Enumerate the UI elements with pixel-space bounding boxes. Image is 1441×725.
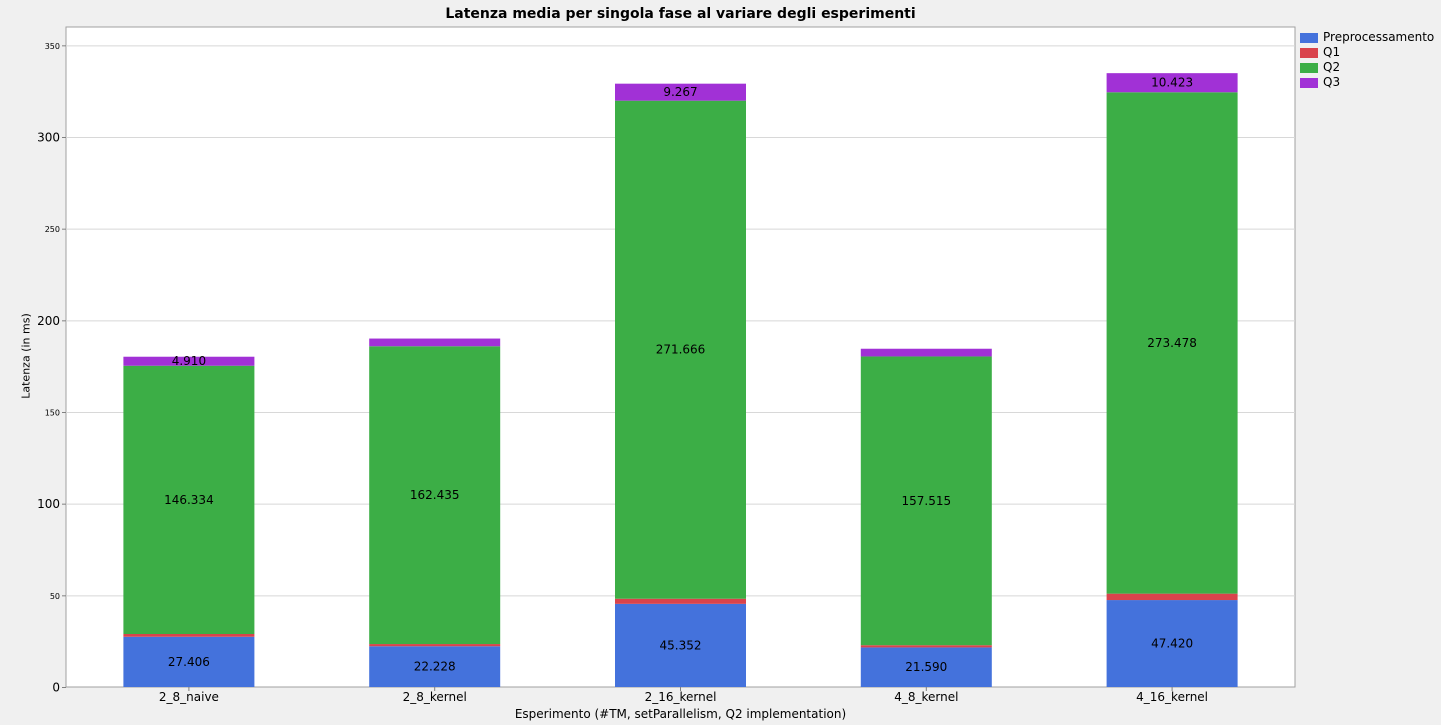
data-label: 45.352 bbox=[660, 638, 702, 652]
bar-segment bbox=[369, 346, 501, 645]
legend-item: Preprocessamento bbox=[1300, 30, 1434, 45]
bar-segment bbox=[369, 338, 501, 347]
data-label: 9.267 bbox=[663, 85, 697, 99]
bar-segment bbox=[1106, 593, 1238, 601]
legend-swatch bbox=[1300, 47, 1318, 58]
bar-segment bbox=[123, 634, 255, 637]
data-label: 10.423 bbox=[1151, 76, 1193, 90]
x-axis-label: Esperimento (#TM, setParallelism, Q2 imp… bbox=[514, 707, 847, 721]
bar-segment bbox=[860, 348, 992, 357]
y-tick-label: 300 bbox=[37, 131, 60, 145]
x-tick-label: 2_8_kernel bbox=[403, 690, 467, 704]
bar-segment bbox=[369, 646, 501, 687]
y-tick-label: 50 bbox=[50, 592, 60, 601]
bar-segment bbox=[615, 100, 746, 599]
data-label: 157.515 bbox=[901, 494, 951, 508]
bar-segment bbox=[1106, 92, 1238, 594]
bar-segment bbox=[123, 365, 255, 635]
legend-item: Q1 bbox=[1300, 45, 1434, 60]
legend-label: Q1 bbox=[1323, 45, 1341, 59]
data-label: 47.420 bbox=[1151, 637, 1193, 651]
data-label: 273.478 bbox=[1147, 336, 1197, 350]
data-label: 271.666 bbox=[656, 343, 706, 357]
bar-segment bbox=[123, 356, 255, 366]
bar-segment bbox=[123, 636, 255, 687]
x-tick-label: 4_16_kernel bbox=[1136, 690, 1208, 704]
bar-segment bbox=[1106, 73, 1238, 93]
y-tick-label: 0 bbox=[52, 681, 60, 695]
bar-segment bbox=[860, 645, 992, 648]
bar-segment bbox=[615, 598, 746, 604]
bar-segment bbox=[369, 644, 501, 647]
bar-segment bbox=[860, 356, 992, 646]
chart-title: Latenza media per singola fase al variar… bbox=[445, 6, 916, 22]
data-label: 21.590 bbox=[905, 660, 947, 674]
data-label: 162.435 bbox=[410, 488, 460, 502]
legend-item: Q2 bbox=[1300, 60, 1434, 75]
legend-item: Q3 bbox=[1300, 75, 1434, 90]
legend-label: Q3 bbox=[1323, 75, 1341, 89]
y-tick-label: 250 bbox=[45, 225, 60, 234]
legend-swatch bbox=[1300, 77, 1318, 88]
data-label: 27.406 bbox=[168, 655, 210, 669]
bar-segment bbox=[1106, 600, 1238, 687]
bar-segment bbox=[615, 603, 746, 687]
legend-label: Q2 bbox=[1323, 60, 1341, 74]
legend: Preprocessamento Q1 Q2 Q3 bbox=[1300, 30, 1434, 90]
legend-label: Preprocessamento bbox=[1323, 30, 1435, 44]
data-label: 146.334 bbox=[164, 493, 214, 507]
x-tick-label: 2_8_naive bbox=[159, 690, 219, 704]
data-label: 22.228 bbox=[414, 660, 456, 674]
bar-segment bbox=[860, 647, 992, 687]
y-axis-label: Latenza (in ms) bbox=[19, 313, 33, 399]
x-tick-label: 2_16_kernel bbox=[645, 690, 717, 704]
y-tick-label: 100 bbox=[37, 497, 60, 511]
bar-segment bbox=[615, 83, 746, 101]
legend-swatch bbox=[1300, 32, 1318, 43]
y-tick-label: 200 bbox=[37, 314, 60, 328]
legend-swatch bbox=[1300, 62, 1318, 73]
y-tick-label: 350 bbox=[45, 42, 60, 51]
x-tick-label: 4_8_kernel bbox=[894, 690, 958, 704]
data-label: 4.910 bbox=[172, 354, 206, 368]
y-tick-label: 150 bbox=[45, 409, 60, 418]
